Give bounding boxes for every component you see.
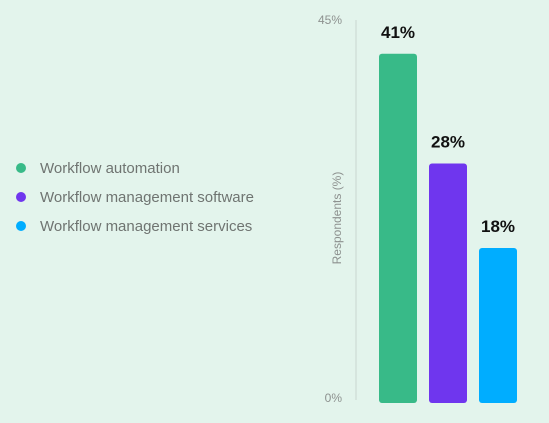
y-tick-label-min: 0%	[325, 391, 343, 405]
bar-1	[379, 53, 417, 404]
legend-swatch	[16, 192, 26, 202]
legend-swatch	[16, 163, 26, 173]
chart-legend: Workflow automation Workflow management …	[16, 158, 254, 245]
legend-label: Workflow management software	[40, 188, 254, 206]
bar-3	[479, 248, 517, 403]
legend-label: Workflow management services	[40, 217, 253, 235]
legend-swatch	[16, 221, 26, 231]
legend-item: Workflow management services	[16, 216, 254, 236]
bar-2	[429, 163, 467, 403]
bars-group: 41% 28% 18%	[379, 23, 517, 404]
legend-item: Workflow management software	[16, 187, 254, 207]
y-tick-label-max: 45%	[318, 13, 342, 27]
y-axis-title: Respondents (%)	[330, 172, 344, 265]
bar-value-label-2: 28%	[431, 133, 465, 152]
bar-value-label-1: 41%	[381, 23, 415, 42]
legend-label: Workflow automation	[40, 159, 180, 177]
legend-item: Workflow automation	[16, 158, 254, 178]
bar-value-label-3: 18%	[481, 217, 515, 236]
